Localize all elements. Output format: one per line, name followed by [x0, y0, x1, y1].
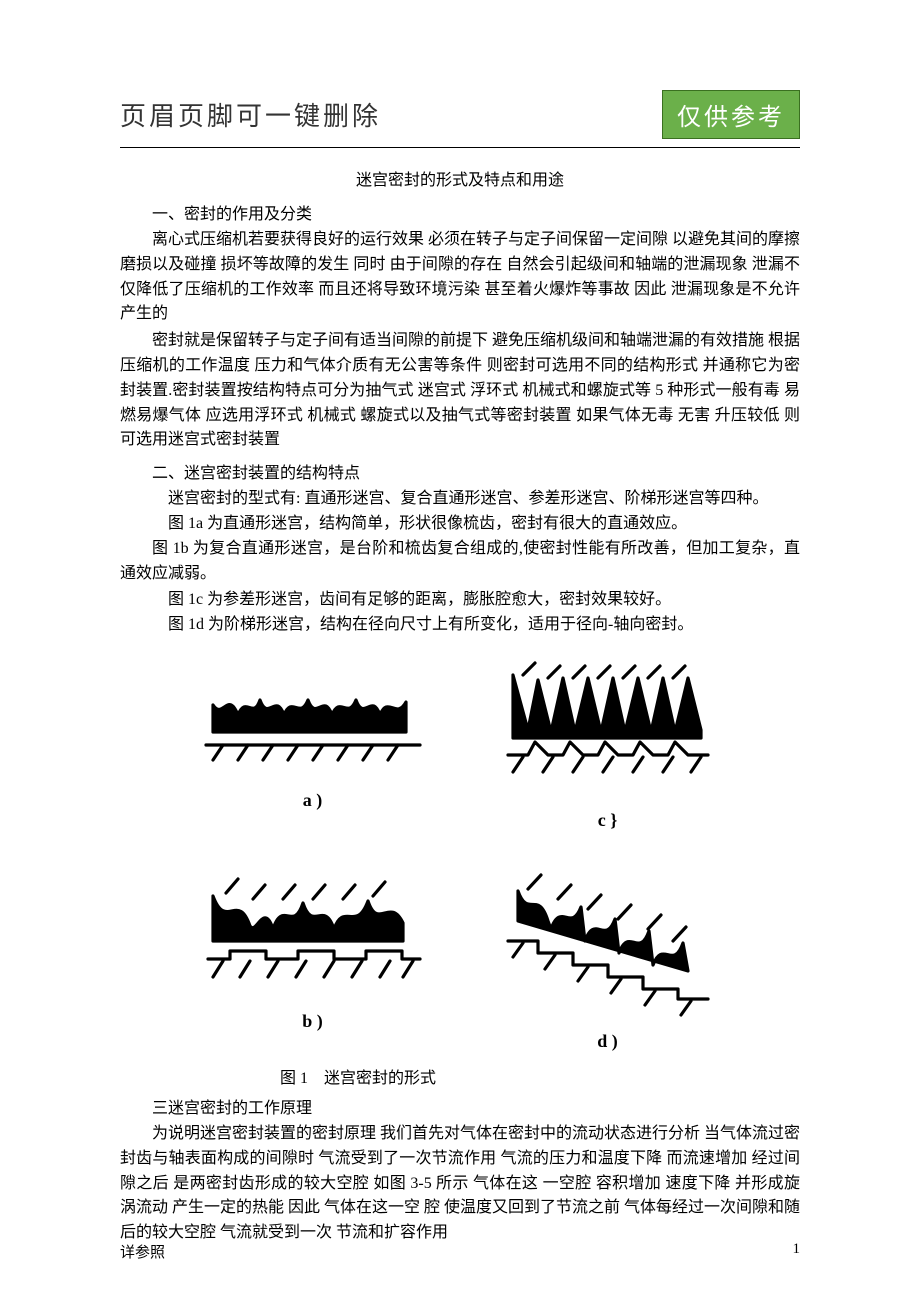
- subfigure-c-label: c }: [598, 810, 618, 831]
- subfigure-c: c }: [493, 660, 723, 841]
- paragraph-7: 图 1d 为阶梯形迷宫，结构在径向尺寸上有所变化，适用于径向-轴向密封。: [120, 613, 800, 638]
- page-footer: 详参照 1: [120, 1241, 800, 1262]
- subfigure-a: a ): [198, 660, 428, 841]
- section-3-heading: 三迷宫密封的工作原理: [120, 1094, 800, 1118]
- figure-1-caption: 图 1 迷宫密封的形式: [120, 1064, 800, 1088]
- paragraph-6: 图 1c 为参差形迷宫，齿间有足够的距离，膨胀腔愈大，密封效果较好。: [120, 588, 800, 613]
- diagram-a-icon: [198, 660, 428, 780]
- paragraph-5: 图 1b 为复合直通形迷宫，是台阶和梳齿复合组成的,使密封性能有所改善，但加工复…: [120, 537, 800, 587]
- document-title: 迷宫密封的形式及特点和用途: [120, 166, 800, 190]
- subfigure-b-label: b ): [302, 1011, 323, 1032]
- diagram-d-icon: [493, 871, 723, 1021]
- paragraph-3: 迷宫密封的型式有: 直通形迷宫、复合直通形迷宫、参差形迷宫、阶梯形迷宫等四种。: [120, 487, 800, 512]
- subfigure-d: d ): [493, 871, 723, 1052]
- page-header: 页眉页脚可一键删除 仅供参考: [120, 90, 800, 148]
- paragraph-4: 图 1a 为直通形迷宫，结构简单，形状很像梳齿，密封有很大的直通效应。: [120, 512, 800, 537]
- footer-left: 详参照: [120, 1241, 165, 1262]
- header-left-text: 页眉页脚可一键删除: [120, 96, 381, 133]
- section-1-heading: 一、密封的作用及分类: [120, 200, 800, 224]
- subfigure-d-label: d ): [597, 1031, 618, 1052]
- figure-1-grid: a ): [180, 660, 740, 1052]
- section-2-heading: 二、迷宫密封装置的结构特点: [120, 459, 800, 483]
- diagram-b-icon: [198, 871, 428, 1001]
- paragraph-2: 密封就是保留转子与定子间有适当间隙的前提下 避免压缩机级间和轴端泄漏的有效措施 …: [120, 329, 800, 453]
- diagram-c-icon: [493, 660, 723, 800]
- subfigure-a-label: a ): [303, 790, 323, 811]
- paragraph-8: 为说明迷宫密封装置的密封原理 我们首先对气体在密封中的流动状态进行分析 当气体流…: [120, 1122, 800, 1246]
- paragraph-1: 离心式压缩机若要获得良好的运行效果 必须在转子与定子间保留一定间隙 以避免其间的…: [120, 228, 800, 327]
- subfigure-b: b ): [198, 871, 428, 1052]
- page-number: 1: [793, 1241, 801, 1262]
- header-badge: 仅供参考: [662, 90, 800, 139]
